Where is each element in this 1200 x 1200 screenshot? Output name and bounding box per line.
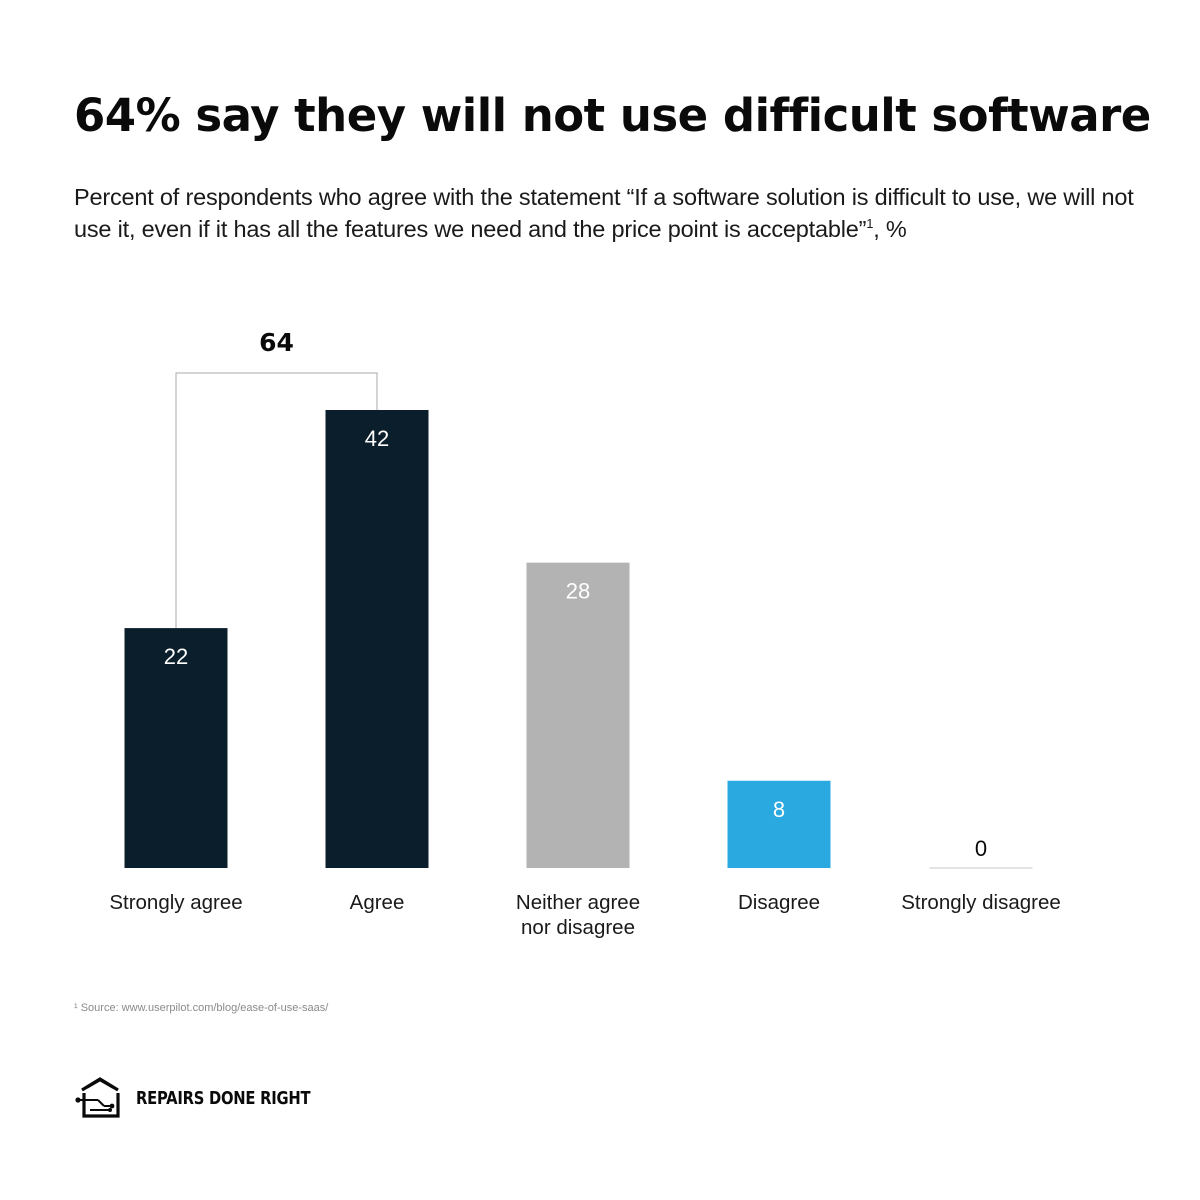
bracket-total-label: 64	[259, 328, 294, 357]
house-circuit-icon	[75, 1077, 120, 1118]
brand-logo: REPAIRS DONE RIGHT	[74, 1076, 349, 1120]
category-label-line: Strongly disagree	[901, 891, 1061, 914]
bar	[727, 780, 831, 868]
bar	[325, 410, 429, 868]
category-label: Agree	[350, 891, 405, 914]
category-label-line: Neither agree	[516, 891, 640, 914]
subtitle-unit: , %	[873, 216, 907, 242]
chart-title: 64% say they will not use difficult soft…	[74, 89, 1151, 142]
category-label: Disagree	[738, 891, 820, 914]
category-label-line: Strongly agree	[109, 891, 242, 914]
category-label: Strongly disagree	[901, 891, 1061, 914]
bar-value-label: 28	[566, 579, 590, 604]
chart-subtitle: Percent of respondents who agree with th…	[74, 181, 1134, 245]
category-label: Strongly agree	[109, 891, 242, 914]
category-label-line: nor disagree	[521, 916, 635, 939]
category-label-line: Disagree	[738, 891, 820, 914]
bracket-line	[175, 372, 378, 629]
bar	[526, 562, 630, 868]
subtitle-footnote-marker: 1	[866, 216, 874, 232]
bar-value-label: 0	[975, 836, 987, 861]
bar-value-label: 42	[365, 426, 389, 451]
source-footnote: ¹ Source: www.userpilot.com/blog/ease-of…	[74, 1002, 329, 1014]
brand-name: REPAIRS DONE RIGHT	[136, 1087, 311, 1109]
category-label-line: Agree	[350, 891, 405, 914]
bar-chart: 64 22 Strongly agree 42 Agree 28 Neither agree…	[109, 328, 1061, 939]
subtitle-text: Percent of respondents who agree with th…	[74, 184, 1134, 242]
bar-value-label: 8	[773, 797, 785, 822]
bar-value-label: 22	[164, 644, 188, 669]
category-label: Neither agree nor disagree	[516, 891, 640, 939]
bar	[124, 628, 228, 868]
